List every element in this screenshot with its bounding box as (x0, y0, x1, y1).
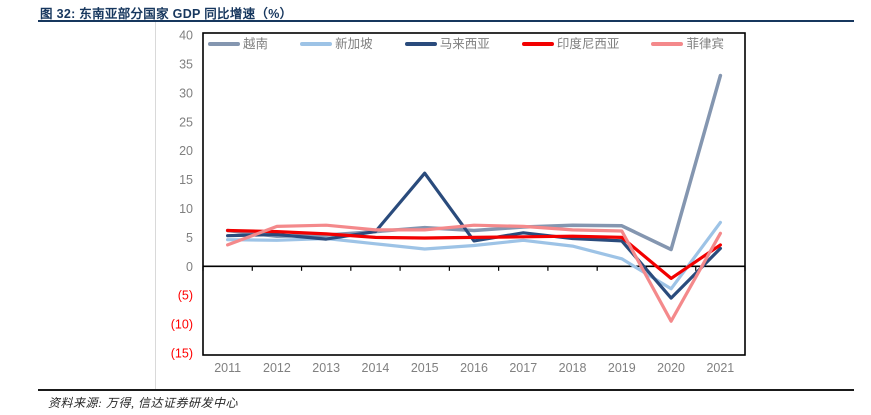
legend-item-singapore: 新加坡 (300, 37, 373, 51)
y-tick-label: 30 (179, 86, 193, 100)
x-tick-label: 2013 (312, 361, 340, 375)
y-tick-label: (5) (178, 289, 193, 303)
y-tick-label: 10 (179, 202, 193, 216)
legend-swatch-indonesia (521, 42, 554, 46)
figure-title: 图 32: 东南亚部分国家 GDP 同比增速（%） (40, 7, 293, 21)
legend-item-philippines: 菲律宾 (651, 37, 724, 51)
x-tick-label: 2019 (608, 361, 636, 375)
x-tick-label: 2017 (509, 361, 537, 375)
legend-label-philippines: 菲律宾 (686, 37, 724, 51)
plot-border (202, 32, 746, 356)
series-line-indonesia (226, 228, 723, 280)
legend-swatch-philippines (651, 42, 684, 46)
legend-label-malaysia: 马来西亚 (439, 37, 490, 51)
x-tick-label: 2011 (214, 361, 241, 375)
series-line-philippines (226, 223, 723, 323)
x-tick-label: 2020 (657, 361, 685, 375)
y-tick-label: 25 (179, 115, 193, 129)
y-tick-label: (15) (171, 347, 193, 361)
x-tick-label: 2016 (460, 361, 488, 375)
y-tick-label: 15 (179, 173, 193, 187)
y-tick-label: (10) (171, 318, 193, 332)
y-tick-label: 40 (179, 29, 193, 43)
x-tick-label: 2014 (362, 361, 390, 375)
legend-item-vietnam: 越南 (208, 37, 268, 51)
footer-divider (38, 389, 854, 391)
y-tick-label: 5 (186, 231, 193, 245)
legend-swatch-vietnam (208, 42, 240, 46)
legend-label-singapore: 新加坡 (335, 37, 373, 51)
chart-legend: 越南 新加坡 马来西亚 印度尼西亚 菲律宾 (208, 37, 724, 51)
legend-swatch-malaysia (404, 42, 437, 46)
x-tick-label: 2021 (706, 361, 734, 375)
legend-label-vietnam: 越南 (243, 37, 269, 51)
legend-label-indonesia: 印度尼西亚 (556, 37, 620, 51)
x-tick-label: 2012 (263, 361, 291, 375)
series-line-vietnam (225, 73, 723, 252)
x-tick-label: 2015 (411, 361, 439, 375)
column-divider-line (155, 22, 156, 390)
y-tick-label: 20 (179, 144, 193, 158)
x-tick-label: 2018 (559, 361, 587, 375)
legend-item-indonesia: 印度尼西亚 (521, 37, 620, 51)
title-divider (38, 20, 854, 22)
y-tick-label: 0 (186, 260, 193, 274)
source-note: 资料来源: 万得, 信达证券研发中心 (48, 396, 238, 410)
legend-item-malaysia: 马来西亚 (404, 37, 490, 51)
y-tick-label: 35 (179, 57, 193, 71)
legend-swatch-singapore (300, 42, 333, 46)
